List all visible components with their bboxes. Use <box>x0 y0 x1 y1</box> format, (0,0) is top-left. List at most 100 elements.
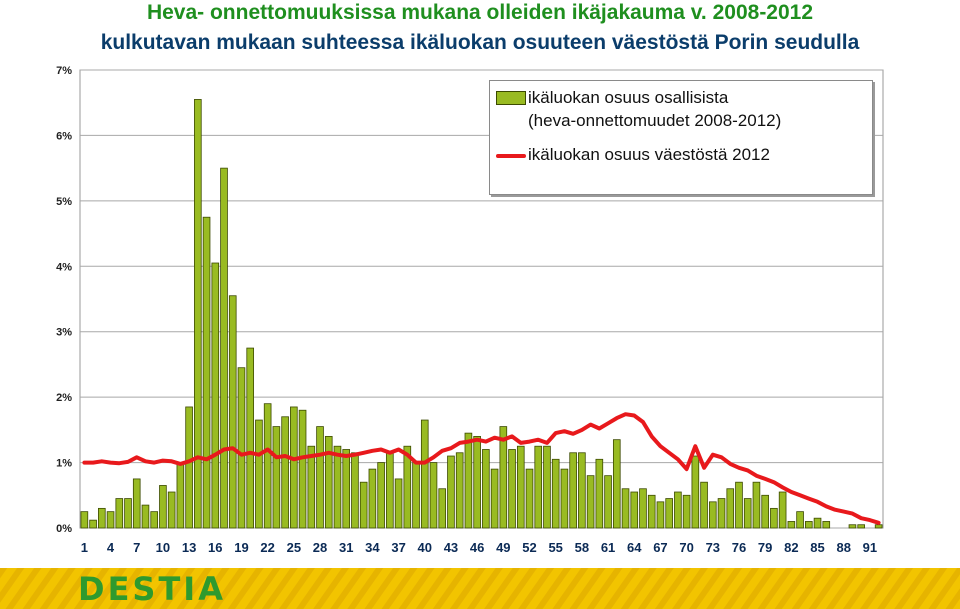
x-tick-label: 67 <box>653 540 667 555</box>
bar-series <box>80 99 883 529</box>
bar <box>429 462 438 529</box>
bar <box>394 478 403 529</box>
bar <box>150 511 158 529</box>
bar <box>805 521 813 529</box>
chart-title-line2: kulkutavan mukaan suhteessa ikäluokan os… <box>100 31 860 54</box>
bar <box>630 491 639 529</box>
bar <box>351 452 359 529</box>
bar <box>98 507 106 529</box>
x-tick-label: 7 <box>133 540 140 555</box>
bar <box>342 449 351 529</box>
bar <box>124 498 132 529</box>
x-tick-label: 22 <box>260 540 274 555</box>
bar <box>237 367 246 529</box>
bar <box>848 524 857 529</box>
bar <box>159 485 167 529</box>
bar <box>735 481 743 529</box>
legend-bar-label-line2: (heva-onnettomuudet 2008-2012) <box>528 111 782 130</box>
bar <box>464 432 473 529</box>
bar <box>813 517 822 529</box>
bar <box>787 521 796 529</box>
y-tick-label: 6% <box>56 130 72 142</box>
y-tick-label: 5% <box>56 196 72 208</box>
bar <box>141 504 150 529</box>
y-tick-label: 1% <box>56 458 72 470</box>
bar <box>420 419 429 529</box>
bar <box>534 445 543 529</box>
destia-logo: DESTIA <box>78 570 226 608</box>
y-tick-label: 4% <box>56 261 72 273</box>
x-tick-label: 46 <box>470 540 484 555</box>
bar <box>822 521 831 529</box>
bar <box>717 498 726 529</box>
bar <box>586 475 595 529</box>
bar <box>578 452 586 529</box>
x-tick-label: 82 <box>784 540 798 555</box>
y-tick-label: 7% <box>56 65 72 77</box>
bar <box>665 498 673 529</box>
bar <box>525 468 534 529</box>
bar <box>263 403 272 529</box>
bar <box>656 501 665 529</box>
footer-band <box>0 568 960 609</box>
x-tick-label: 76 <box>732 540 746 555</box>
bar <box>569 452 577 529</box>
bar <box>412 462 420 529</box>
x-tick-label: 58 <box>575 540 589 555</box>
bar <box>560 468 569 529</box>
x-tick-label: 43 <box>444 540 458 555</box>
x-tick-label: 70 <box>679 540 693 555</box>
bar <box>185 406 193 529</box>
bar <box>726 488 735 529</box>
x-tick-label: 4 <box>107 540 115 555</box>
bar <box>682 494 691 529</box>
legend-bar-swatch <box>496 91 526 105</box>
x-tick-label: 79 <box>758 540 772 555</box>
x-tick-label: 16 <box>208 540 222 555</box>
bar <box>761 494 769 529</box>
x-tick-label: 40 <box>418 540 432 555</box>
bar <box>228 295 237 529</box>
x-tick-label: 91 <box>863 540 877 555</box>
bar <box>612 439 621 529</box>
bar <box>621 488 630 529</box>
legend-bar-label: ikäluokan osuus osallisista <box>528 88 729 107</box>
bar <box>290 406 298 529</box>
x-tick-label: 34 <box>365 540 380 555</box>
bar <box>473 435 481 529</box>
bar <box>307 445 316 529</box>
bar <box>857 524 865 529</box>
bar <box>106 511 115 529</box>
x-tick-label: 64 <box>627 540 642 555</box>
bar <box>770 507 778 529</box>
bar <box>132 478 141 529</box>
y-axis: 0% 1% 2% 3% 4% 5% 6% 7% <box>56 65 72 535</box>
bar <box>220 167 228 529</box>
bar <box>447 455 455 529</box>
legend-line-label: ikäluokan osuus väestöstä 2012 <box>528 145 770 164</box>
bar <box>377 462 385 529</box>
chart-title-line1: Heva- onnettomuuksissa mukana olleiden i… <box>146 1 814 24</box>
bar <box>674 491 682 529</box>
bar <box>324 435 333 529</box>
x-tick-label: 1 <box>81 540 88 555</box>
bar <box>211 262 220 529</box>
legend-line-swatch <box>496 154 526 158</box>
bar <box>202 216 211 529</box>
population-share-line <box>82 412 881 525</box>
x-tick-label: 25 <box>287 540 301 555</box>
x-tick-label: 85 <box>810 540 824 555</box>
x-tick-label: 10 <box>156 540 170 555</box>
bar <box>551 458 560 529</box>
bar <box>167 491 176 529</box>
x-tick-label: 73 <box>706 540 720 555</box>
bar <box>700 481 708 529</box>
bar <box>543 445 551 529</box>
bar <box>708 501 717 529</box>
bar <box>752 481 761 529</box>
bar <box>281 416 289 529</box>
bar <box>194 99 202 529</box>
bar <box>595 458 604 529</box>
bar <box>604 475 612 529</box>
bar <box>455 452 464 529</box>
